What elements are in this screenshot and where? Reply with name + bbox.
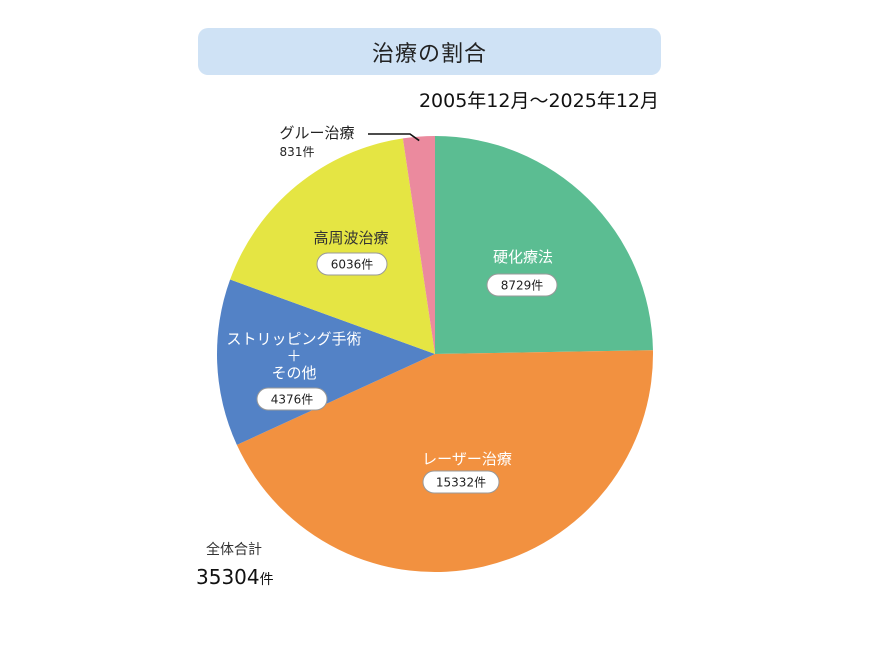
leader-line-glue [368, 133, 420, 142]
slice-label-radiofrequency: 高周波治療 [313, 229, 388, 247]
pie-slice-hardening [435, 136, 653, 354]
total-value: 35304 [196, 565, 260, 589]
chart-title: 治療の割合 [371, 41, 487, 67]
pie-slice-glue [402, 136, 435, 354]
slice-value-glue: 831件 [280, 145, 315, 159]
value-pill-radiofrequency [316, 252, 388, 276]
value-pill-laser [422, 470, 500, 494]
slice-label-hardening: 硬化療法 [493, 248, 553, 266]
pie-slices [217, 136, 654, 572]
total-label: 全体合計 [206, 542, 262, 558]
slice-value-stripping: 4376件 [271, 393, 314, 407]
slice-value-laser: 15332件 [436, 476, 486, 490]
pie-slice-laser [236, 350, 654, 572]
slice-label-laser: レーザー治療 [422, 450, 512, 468]
pie-slice-radiofrequency [230, 138, 435, 354]
total-value-line: 35304件 [196, 565, 274, 589]
slice-value-radiofrequency: 6036件 [331, 258, 374, 272]
value-pill-stripping [256, 387, 328, 411]
total-unit: 件 [259, 572, 274, 588]
chart-subtitle-period: 2005年12月～2025年12月 [418, 90, 659, 112]
slice-value-hardening: 8729件 [501, 279, 544, 293]
value-pill-hardening [486, 273, 558, 297]
slice-label-glue: グルー治療 [279, 124, 354, 142]
chart-title-box: 治療の割合 [198, 28, 661, 75]
slice-label-stripping: ストリッピング手術＋その他 [226, 330, 361, 382]
